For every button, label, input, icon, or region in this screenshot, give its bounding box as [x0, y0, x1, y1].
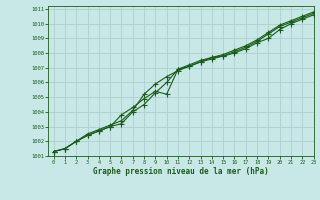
X-axis label: Graphe pression niveau de la mer (hPa): Graphe pression niveau de la mer (hPa) — [93, 167, 269, 176]
